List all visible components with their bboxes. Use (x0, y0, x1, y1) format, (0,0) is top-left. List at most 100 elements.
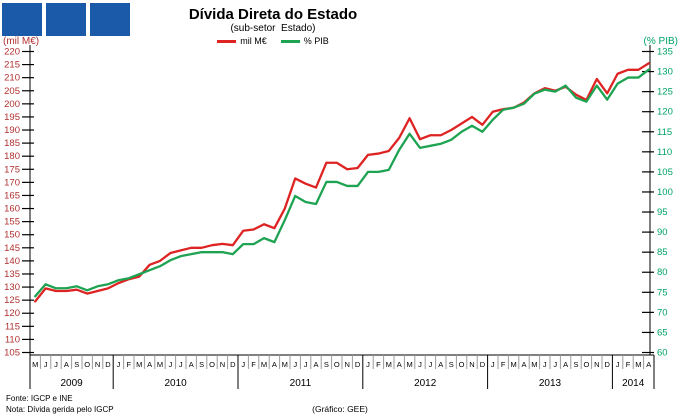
right-axis-tick-label: 125 (657, 87, 673, 98)
month-label: J (418, 360, 422, 369)
month-label: M (635, 360, 641, 369)
right-axis-tick-label: 85 (657, 247, 668, 258)
month-label: J (366, 360, 370, 369)
month-label: F (127, 360, 132, 369)
month-label: S (449, 360, 454, 369)
month-label: M (136, 360, 142, 369)
left-axis-tick-label: 190 (4, 125, 20, 136)
month-label: M (261, 360, 267, 369)
left-axis-tick-label: 135 (4, 269, 20, 280)
series-line-left (34, 62, 650, 303)
month-label: O (459, 360, 465, 369)
month-label: S (324, 360, 329, 369)
right-axis-tick-label: 120 (657, 107, 673, 118)
month-label: J (553, 360, 557, 369)
left-axis-tick-label: 205 (4, 86, 20, 97)
igcp-note: Nota: Dívida gerida pelo IGCP (6, 405, 114, 414)
right-axis-tick-label: 130 (657, 67, 673, 78)
left-axis-tick-label: 110 (5, 334, 20, 345)
month-label: A (313, 360, 318, 369)
month-label: S (573, 360, 578, 369)
right-axis-tick-label: 90 (657, 227, 668, 238)
year-label: 2010 (164, 378, 187, 389)
source-note: Fonte: IGCP e INE (6, 394, 73, 403)
series-line-right (34, 68, 650, 298)
year-label: 2014 (622, 378, 645, 389)
month-label: M (510, 360, 516, 369)
month-label: A (272, 360, 277, 369)
left-axis-tick-label: 150 (4, 230, 20, 241)
left-axis-tick-label: 210 (4, 73, 20, 84)
month-label: N (95, 360, 100, 369)
chart-title: Dívida Direta do Estado (188, 6, 358, 23)
left-axis-tick-label: 115 (5, 321, 20, 332)
month-label: J (241, 360, 245, 369)
legend-swatch-red (217, 39, 237, 43)
right-axis-tick-label: 105 (657, 167, 673, 178)
month-label: J (44, 360, 48, 369)
credit-note: (Gráfico: GEE) (312, 404, 368, 414)
month-label: D (105, 360, 111, 369)
legend-item-mil: mil M€ (217, 36, 267, 46)
logo-square (46, 3, 86, 36)
month-label: N (344, 360, 349, 369)
month-label: A (563, 360, 568, 369)
left-axis-tick-label: 170 (4, 177, 20, 188)
month-label: F (626, 360, 631, 369)
right-axis-title: (% PIB) (643, 36, 678, 47)
month-label: N (220, 360, 225, 369)
month-label: M (282, 360, 288, 369)
month-label: A (438, 360, 443, 369)
month-label: J (293, 360, 297, 369)
left-axis-tick-label: 185 (4, 138, 20, 149)
month-label: O (84, 360, 90, 369)
month-label: F (251, 360, 256, 369)
right-axis-tick-label: 115 (657, 127, 672, 138)
left-axis-tick-label: 105 (4, 348, 20, 359)
logo-square (90, 3, 130, 36)
year-label: 2012 (414, 378, 437, 389)
month-label: J (491, 360, 495, 369)
month-label: N (594, 360, 599, 369)
month-label: D (230, 360, 236, 369)
month-label: J (543, 360, 547, 369)
month-label: A (64, 360, 69, 369)
month-label: S (74, 360, 79, 369)
left-axis-tick-label: 200 (4, 99, 20, 110)
left-axis-tick-label: 125 (4, 295, 20, 306)
legend-swatch-green (280, 39, 300, 43)
right-axis-tick-label: 95 (657, 207, 668, 218)
right-axis-tick-label: 135 (657, 47, 673, 58)
legend-label-mil: mil M€ (240, 36, 267, 46)
left-axis-tick-label: 155 (4, 217, 20, 228)
logo-squares (2, 3, 130, 36)
month-label: M (32, 360, 38, 369)
legend-label-pib: % PIB (303, 36, 329, 46)
month-label: J (616, 360, 620, 369)
left-axis-tick-label: 120 (4, 308, 20, 319)
month-label: A (646, 360, 651, 369)
month-label: J (304, 360, 308, 369)
month-label: M (531, 360, 537, 369)
month-label: J (117, 360, 121, 369)
logo-square (2, 3, 42, 36)
right-axis-tick-label: 80 (657, 267, 668, 278)
month-label: S (199, 360, 204, 369)
year-label: 2013 (539, 378, 562, 389)
month-label: D (355, 360, 361, 369)
legend-item-pib: % PIB (280, 36, 329, 46)
right-axis-tick-label: 60 (657, 348, 668, 359)
month-label: O (583, 360, 589, 369)
left-axis-tick-label: 145 (4, 243, 20, 254)
left-axis-tick-label: 140 (4, 256, 20, 267)
month-label: A (147, 360, 152, 369)
left-axis-tick-label: 195 (4, 112, 20, 123)
left-axis-tick-label: 220 (4, 47, 20, 58)
right-axis-tick-label: 110 (657, 147, 672, 158)
right-axis-tick-label: 75 (657, 287, 668, 298)
month-label: M (386, 360, 392, 369)
month-label: O (334, 360, 340, 369)
right-axis-tick-label: 65 (657, 327, 668, 338)
